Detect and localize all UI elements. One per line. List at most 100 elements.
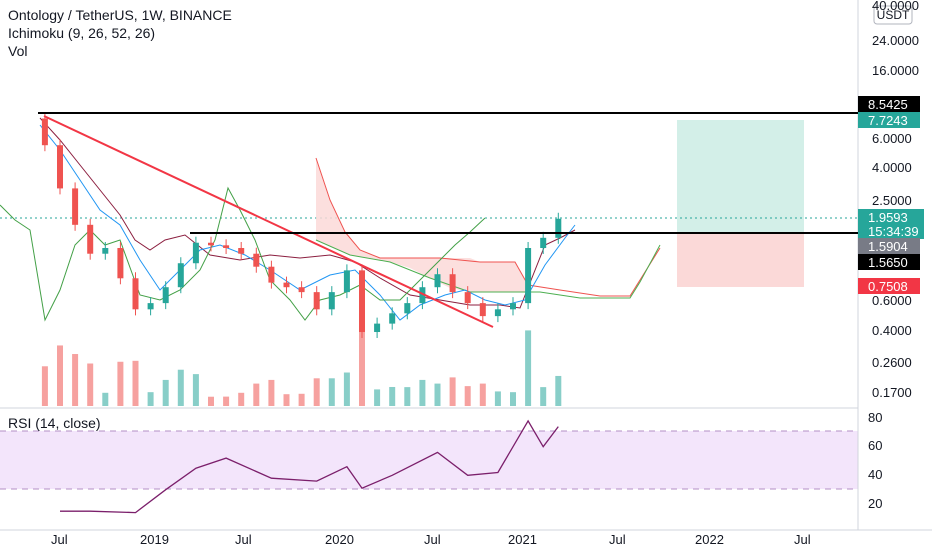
time-tick: 2019 bbox=[140, 532, 169, 547]
volume-bar bbox=[525, 330, 532, 406]
candle bbox=[540, 237, 547, 249]
price-label-resistance-bg bbox=[858, 96, 920, 112]
candle bbox=[404, 303, 411, 314]
time-tick: Jul bbox=[609, 532, 626, 547]
volume-bar bbox=[419, 379, 426, 406]
price-tick: 6.0000 bbox=[872, 131, 912, 146]
candle bbox=[41, 118, 48, 146]
volume-legend: Vol bbox=[8, 43, 27, 59]
volume-bar bbox=[41, 366, 48, 406]
price-tick: 0.6000 bbox=[872, 293, 912, 308]
currency-badge[interactable] bbox=[873, 5, 913, 25]
volume-bar bbox=[57, 345, 63, 406]
price-label-ref: 1.5904 bbox=[868, 239, 908, 254]
volume-bar bbox=[147, 392, 154, 406]
candle bbox=[298, 287, 305, 293]
candle bbox=[313, 292, 320, 310]
ichimoku-lagging-span bbox=[0, 186, 486, 322]
price-label-ref-bg bbox=[858, 238, 920, 254]
candle bbox=[343, 270, 350, 293]
candle bbox=[72, 188, 79, 225]
bar-countdown: 15:34:39 bbox=[868, 224, 919, 239]
candle bbox=[147, 303, 154, 310]
volume-bar bbox=[313, 378, 320, 406]
candle bbox=[419, 287, 426, 304]
time-tick: Jul bbox=[235, 532, 252, 547]
candle bbox=[102, 248, 109, 254]
volume-bar bbox=[117, 361, 124, 406]
candle bbox=[162, 287, 169, 304]
ichimoku-base-line bbox=[39, 117, 576, 309]
volume-bar bbox=[132, 360, 139, 406]
volume-bar bbox=[102, 392, 109, 406]
candle bbox=[359, 270, 365, 333]
price-label-resistance: 8.5425 bbox=[868, 97, 908, 112]
volume-bar bbox=[374, 389, 381, 406]
volume-bar bbox=[162, 379, 169, 406]
volume-bar bbox=[268, 379, 275, 406]
downtrend-line[interactable] bbox=[43, 115, 494, 328]
ichimoku-conversion-line bbox=[39, 124, 576, 321]
candle bbox=[87, 224, 94, 254]
candle bbox=[525, 248, 532, 304]
ichimoku-span-a bbox=[315, 239, 661, 299]
volume-bar bbox=[555, 375, 562, 406]
price-tick: 0.4000 bbox=[872, 323, 912, 338]
candle bbox=[494, 309, 501, 317]
candle bbox=[132, 278, 139, 310]
price-label-stop-bg bbox=[858, 278, 920, 294]
volume-bar bbox=[434, 383, 441, 406]
candle bbox=[253, 253, 260, 267]
candle bbox=[177, 263, 184, 288]
price-tick: 0.2600 bbox=[872, 355, 912, 370]
price-tick: 0.1700 bbox=[872, 385, 912, 400]
chart-title: Ontology / TetherUS, 1W, BINANCE bbox=[8, 7, 232, 23]
price-tick: 2.5000 bbox=[872, 193, 912, 208]
time-tick: Jul bbox=[424, 532, 441, 547]
price-label-last-bg bbox=[858, 209, 924, 239]
price-tick: 16.0000 bbox=[872, 63, 919, 78]
candle bbox=[510, 303, 516, 310]
time-tick: 2021 bbox=[508, 532, 537, 547]
price-tick: 4.0000 bbox=[872, 160, 912, 175]
time-tick: Jul bbox=[51, 532, 68, 547]
candle bbox=[283, 282, 290, 288]
candle bbox=[328, 292, 335, 310]
time-tick: 2022 bbox=[695, 532, 724, 547]
price-label-target-bg bbox=[858, 112, 920, 128]
currency-badge-label: USDT bbox=[877, 8, 910, 22]
candle bbox=[192, 242, 199, 264]
rsi-legend: RSI (14, close) bbox=[8, 415, 101, 431]
price-label-breakout-bg bbox=[858, 254, 920, 270]
rsi-line bbox=[60, 419, 559, 514]
ichimoku-legend: Ichimoku (9, 26, 52, 26) bbox=[8, 25, 155, 41]
position-stop-zone[interactable] bbox=[677, 233, 804, 287]
volume-bar bbox=[540, 387, 547, 406]
rsi-tick: 40 bbox=[868, 467, 882, 482]
volume-bar bbox=[298, 393, 305, 406]
volume-bar bbox=[87, 363, 94, 406]
candle bbox=[389, 313, 396, 324]
price-label-target: 7.7243 bbox=[868, 113, 908, 128]
rsi-tick: 20 bbox=[868, 496, 882, 511]
candle bbox=[57, 145, 63, 189]
volume-bar bbox=[404, 387, 411, 406]
candle bbox=[464, 292, 471, 304]
volume-bar bbox=[464, 386, 471, 406]
volume-bar bbox=[389, 386, 396, 406]
volume-bar bbox=[494, 391, 501, 406]
volume-bar bbox=[238, 392, 245, 406]
volume-bar bbox=[72, 354, 79, 406]
volume-bar bbox=[343, 372, 350, 406]
price-label-stop: 0.7508 bbox=[868, 279, 908, 294]
volume-bar bbox=[177, 369, 184, 406]
volume-bar bbox=[328, 378, 335, 406]
ichimoku-cloud-bearish bbox=[316, 158, 528, 292]
position-target-zone[interactable] bbox=[677, 120, 804, 233]
candle bbox=[374, 323, 381, 333]
candle bbox=[208, 242, 214, 246]
candle bbox=[117, 248, 124, 279]
ichimoku-span-b bbox=[315, 157, 661, 297]
volume-bar bbox=[223, 396, 230, 406]
